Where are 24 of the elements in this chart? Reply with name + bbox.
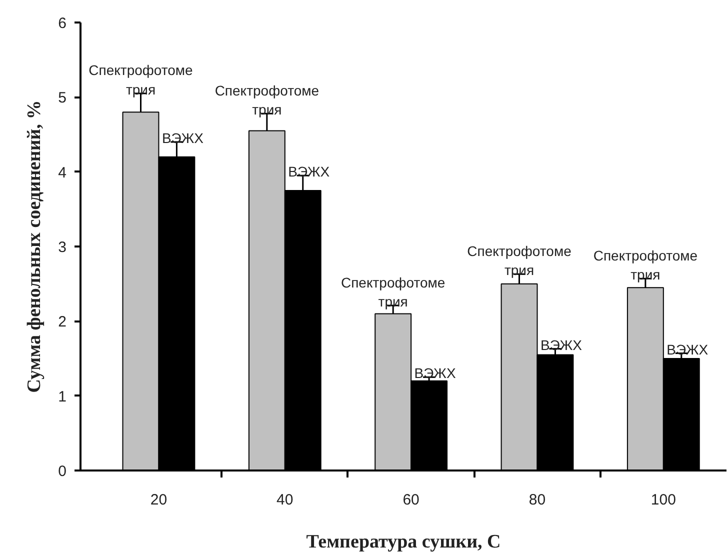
text: Спектрофотоме трия bbox=[88, 62, 193, 98]
x-tick-label: 80 bbox=[528, 492, 546, 508]
y-tick-label: 3 bbox=[58, 239, 66, 256]
text: Спектрофотоме трия bbox=[467, 242, 572, 278]
y-axis-title: Сумма фенольных соединений, % bbox=[24, 100, 46, 393]
y-tick-label: 4 bbox=[58, 164, 66, 182]
text: ВЭЖХ bbox=[288, 164, 330, 180]
y-tick-label: 5 bbox=[58, 90, 66, 107]
y-tick-label: 2 bbox=[58, 314, 66, 331]
x-tick-label: 60 bbox=[402, 492, 420, 508]
series-label: ВЭЖХ bbox=[414, 365, 456, 382]
y-tick-label: 1 bbox=[58, 388, 66, 406]
text: ВЭЖХ bbox=[540, 336, 582, 353]
text: Спектрофотоме трия bbox=[593, 247, 698, 283]
y-tick-label: 0 bbox=[58, 463, 66, 480]
text: ВЭЖХ bbox=[666, 341, 708, 358]
x-tick-label: 20 bbox=[150, 492, 168, 508]
x-tick-label: 100 bbox=[650, 492, 676, 508]
x-tick-label: 40 bbox=[276, 492, 294, 508]
text: ВЭЖХ bbox=[162, 130, 204, 146]
x-axis-title: Температура сушки, С bbox=[306, 532, 501, 552]
text: Спектрофотоме трия bbox=[214, 82, 320, 118]
series-label: Спектрофотоме трия bbox=[340, 274, 446, 310]
y-tick-label: 6 bbox=[58, 15, 66, 32]
